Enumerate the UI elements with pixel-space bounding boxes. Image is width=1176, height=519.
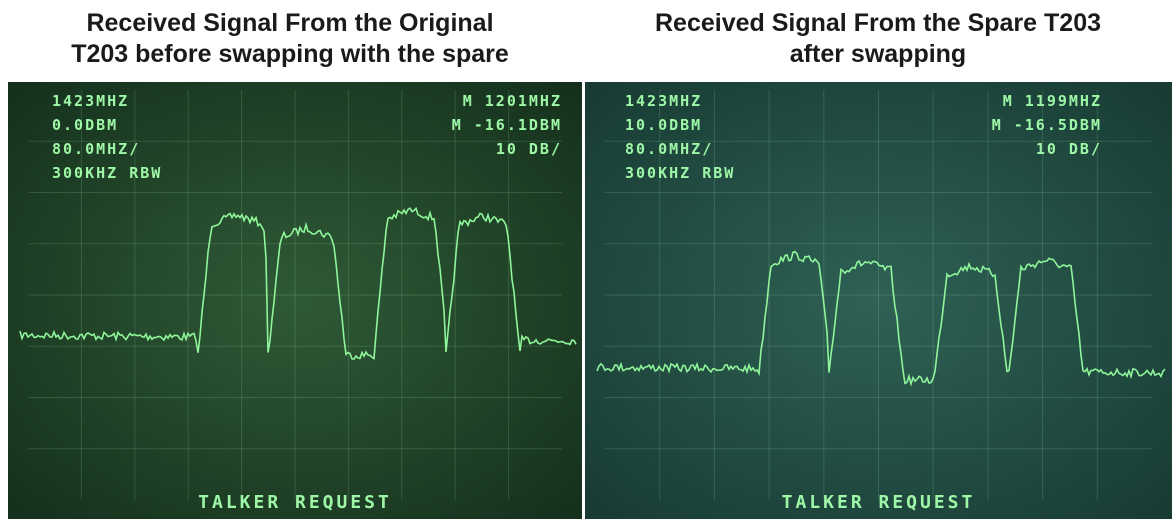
readout: M 1199MHZ bbox=[1003, 92, 1102, 110]
readout: 300KHZ RBW bbox=[52, 164, 162, 182]
readout: M -16.1DBM bbox=[452, 116, 562, 134]
readout: 1423MHZ bbox=[625, 92, 702, 110]
footer: TALKER REQUEST bbox=[782, 492, 976, 513]
readout: 1423MHZ bbox=[52, 92, 129, 110]
readout: 80.0MHZ/ bbox=[625, 140, 713, 158]
readout: 10 DB/ bbox=[496, 140, 562, 158]
caption: Received Signal From the Spare T203 bbox=[655, 9, 1101, 37]
readout: 300KHZ RBW bbox=[625, 164, 735, 182]
readout: M 1201MHZ bbox=[463, 92, 562, 110]
caption: T203 before swapping with the spare bbox=[71, 40, 509, 68]
readout: 80.0MHZ/ bbox=[52, 140, 140, 158]
readout: 10.0DBM bbox=[625, 116, 702, 134]
caption: Received Signal From the Original bbox=[86, 9, 493, 37]
page: Received Signal From the Original T203 be… bbox=[0, 0, 1176, 519]
readout: 0.0DBM bbox=[52, 116, 118, 134]
readout: M -16.5DBM bbox=[992, 116, 1102, 134]
footer: TALKER REQUEST bbox=[198, 492, 392, 513]
readout: 10 DB/ bbox=[1036, 140, 1102, 158]
caption: after swapping bbox=[790, 40, 966, 68]
